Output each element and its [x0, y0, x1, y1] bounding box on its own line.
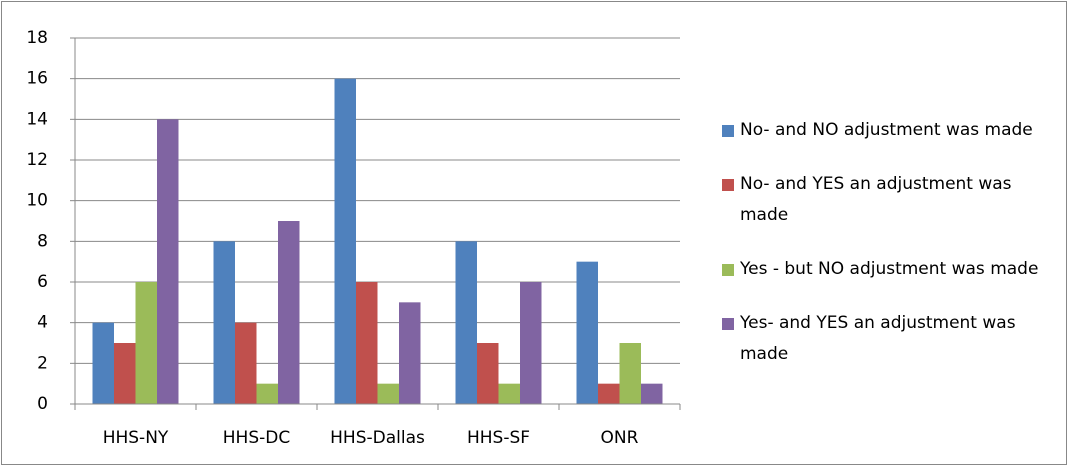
- legend-swatch: [722, 318, 734, 330]
- y-tick-label: 0: [37, 394, 48, 414]
- bar: [619, 343, 641, 404]
- legend-item: No- and YES an adjustment was made: [722, 169, 1052, 231]
- bar: [92, 322, 114, 404]
- y-tick-label: 18: [26, 28, 48, 48]
- legend-item: Yes- and YES an adjustment was made: [722, 308, 1052, 370]
- bar: [641, 383, 663, 404]
- legend-swatch: [722, 179, 734, 191]
- legend-label: Yes - but NO adjustment was made: [740, 259, 1039, 279]
- y-tick-label: 8: [37, 231, 48, 251]
- bar: [278, 221, 300, 404]
- y-tick-label: 10: [26, 191, 48, 211]
- legend-label: Yes- and YES an adjustment was made: [740, 313, 1016, 364]
- y-tick-label: 12: [26, 150, 48, 170]
- legend-swatch: [722, 264, 734, 276]
- bar: [520, 282, 542, 404]
- legend-label: No- and NO adjustment was made: [740, 120, 1033, 140]
- y-tick-label: 4: [37, 313, 48, 333]
- legend-item: Yes - but NO adjustment was made: [722, 254, 1052, 285]
- bar: [213, 241, 235, 404]
- x-tick-label: HHS-Dallas: [330, 428, 425, 448]
- legend-label: No- and YES an adjustment was made: [740, 174, 1012, 225]
- y-tick-label: 2: [37, 353, 48, 373]
- bar: [356, 282, 378, 404]
- bar: [399, 302, 421, 404]
- bar: [598, 383, 620, 404]
- x-tick-label: HHS-SF: [467, 428, 530, 448]
- bar: [455, 241, 477, 404]
- bar: [477, 343, 499, 404]
- bar: [498, 383, 520, 404]
- legend: No- and NO adjustment was made No- and YE…: [722, 115, 1052, 393]
- bar: [377, 383, 399, 404]
- bar: [135, 282, 157, 404]
- y-tick-label: 14: [26, 109, 48, 129]
- bar: [334, 78, 356, 405]
- bar: [157, 119, 179, 404]
- x-tick-label: ONR: [601, 428, 639, 448]
- y-tick-label: 16: [26, 69, 48, 89]
- bar: [235, 322, 257, 404]
- y-tick-label: 6: [37, 272, 48, 292]
- legend-swatch: [722, 125, 734, 137]
- bar: [576, 261, 598, 404]
- x-tick-label: HHS-NY: [103, 428, 169, 448]
- x-tick-label: HHS-DC: [223, 428, 290, 448]
- legend-item: No- and NO adjustment was made: [722, 115, 1052, 146]
- bar: [114, 343, 136, 404]
- bar: [256, 383, 278, 404]
